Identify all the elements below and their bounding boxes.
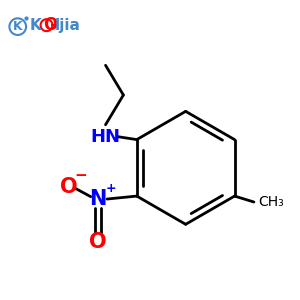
Text: +: + [105, 182, 116, 195]
Text: O: O [43, 16, 57, 34]
Text: O: O [89, 232, 107, 252]
Text: O: O [60, 177, 77, 197]
Text: K: K [30, 18, 41, 33]
Text: HN: HN [91, 128, 121, 146]
Text: ljia: ljia [54, 18, 80, 33]
Text: K: K [13, 20, 22, 33]
Text: N: N [89, 189, 107, 209]
Text: −: − [74, 168, 87, 183]
Text: CH₃: CH₃ [258, 195, 284, 209]
